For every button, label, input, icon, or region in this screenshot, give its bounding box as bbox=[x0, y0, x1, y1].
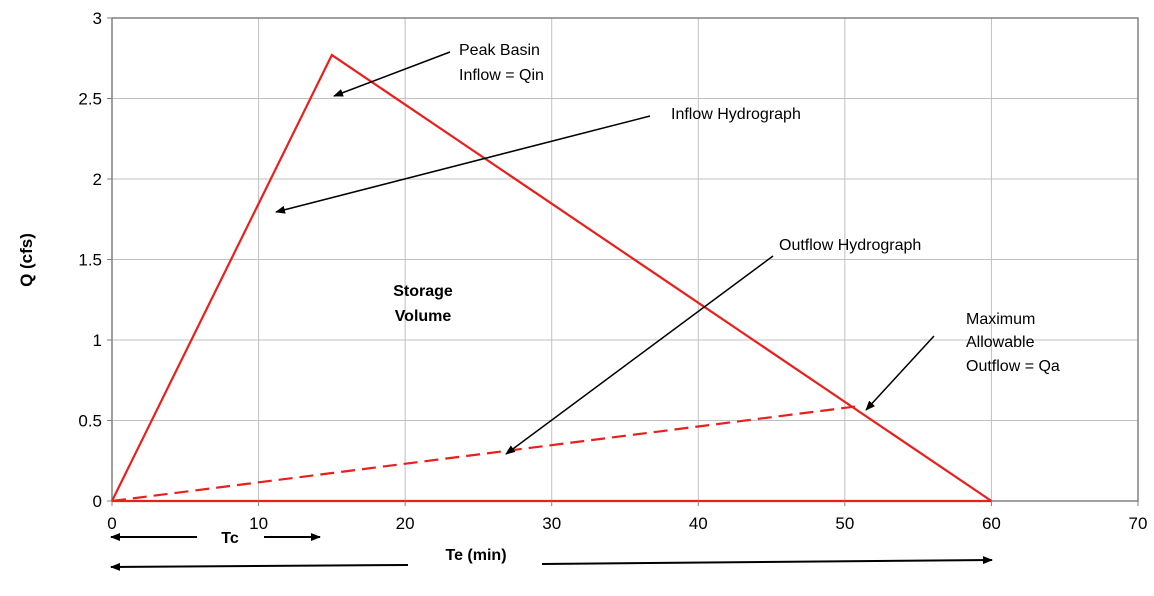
annotation-maxallow-line1: Maximum bbox=[966, 311, 1035, 328]
arrow-maxallow bbox=[865, 335, 935, 411]
te-arrow-right bbox=[541, 556, 993, 565]
grid-lines bbox=[112, 18, 1138, 501]
annotation-maxallow-line2: Allowable bbox=[966, 334, 1035, 351]
annotation-maxallow-line3: Outflow = Qa bbox=[966, 358, 1060, 375]
x-tick-label: 20 bbox=[396, 514, 415, 533]
tick-labels: 0 10 20 30 40 50 60 70 0 0.5 1 1.5 2 2.5 3 bbox=[78, 9, 1147, 533]
te-label: Te (min) bbox=[445, 547, 506, 564]
x-tick-label: 60 bbox=[982, 514, 1001, 533]
annotation-outflow: Outflow Hydrograph bbox=[779, 237, 921, 254]
te-arrow-left bbox=[110, 562, 409, 571]
x-tick-label: 10 bbox=[249, 514, 268, 533]
y-tick-label: 1.5 bbox=[78, 251, 102, 270]
x-tick-label: 70 bbox=[1129, 514, 1148, 533]
y-tick-label: 1 bbox=[93, 331, 102, 350]
annotation-inflow: Inflow Hydrograph bbox=[671, 106, 801, 123]
annotations: Peak Basin Inflow = Qin Inflow Hydrograp… bbox=[275, 42, 1060, 455]
x-tick-label: 0 bbox=[107, 514, 116, 533]
annotation-peak-line2: Inflow = Qin bbox=[459, 67, 544, 84]
y-tick-label: 0.5 bbox=[78, 412, 102, 431]
y-tick-label: 3 bbox=[93, 9, 102, 28]
x-tick-label: 30 bbox=[542, 514, 561, 533]
annotation-storage-line2: Volume bbox=[395, 308, 452, 325]
y-axis-label: Q (cfs) bbox=[17, 233, 36, 287]
y-tick-label: 2 bbox=[93, 170, 102, 189]
y-tick-label: 2.5 bbox=[78, 90, 102, 109]
arrow-inflow bbox=[275, 115, 651, 214]
x-tick-label: 40 bbox=[689, 514, 708, 533]
series-line-1 bbox=[111, 53, 993, 502]
x-tick-label: 50 bbox=[835, 514, 854, 533]
annotation-storage-line1: Storage bbox=[393, 283, 453, 300]
arrow-peak bbox=[333, 51, 451, 97]
y-tick-label: 0 bbox=[93, 492, 102, 511]
annotation-peak-line1: Peak Basin bbox=[459, 42, 540, 59]
arrow-outflow bbox=[505, 255, 774, 455]
tc-label: Tc bbox=[221, 530, 239, 547]
duration-markers: Tc Te (min) bbox=[110, 530, 993, 571]
